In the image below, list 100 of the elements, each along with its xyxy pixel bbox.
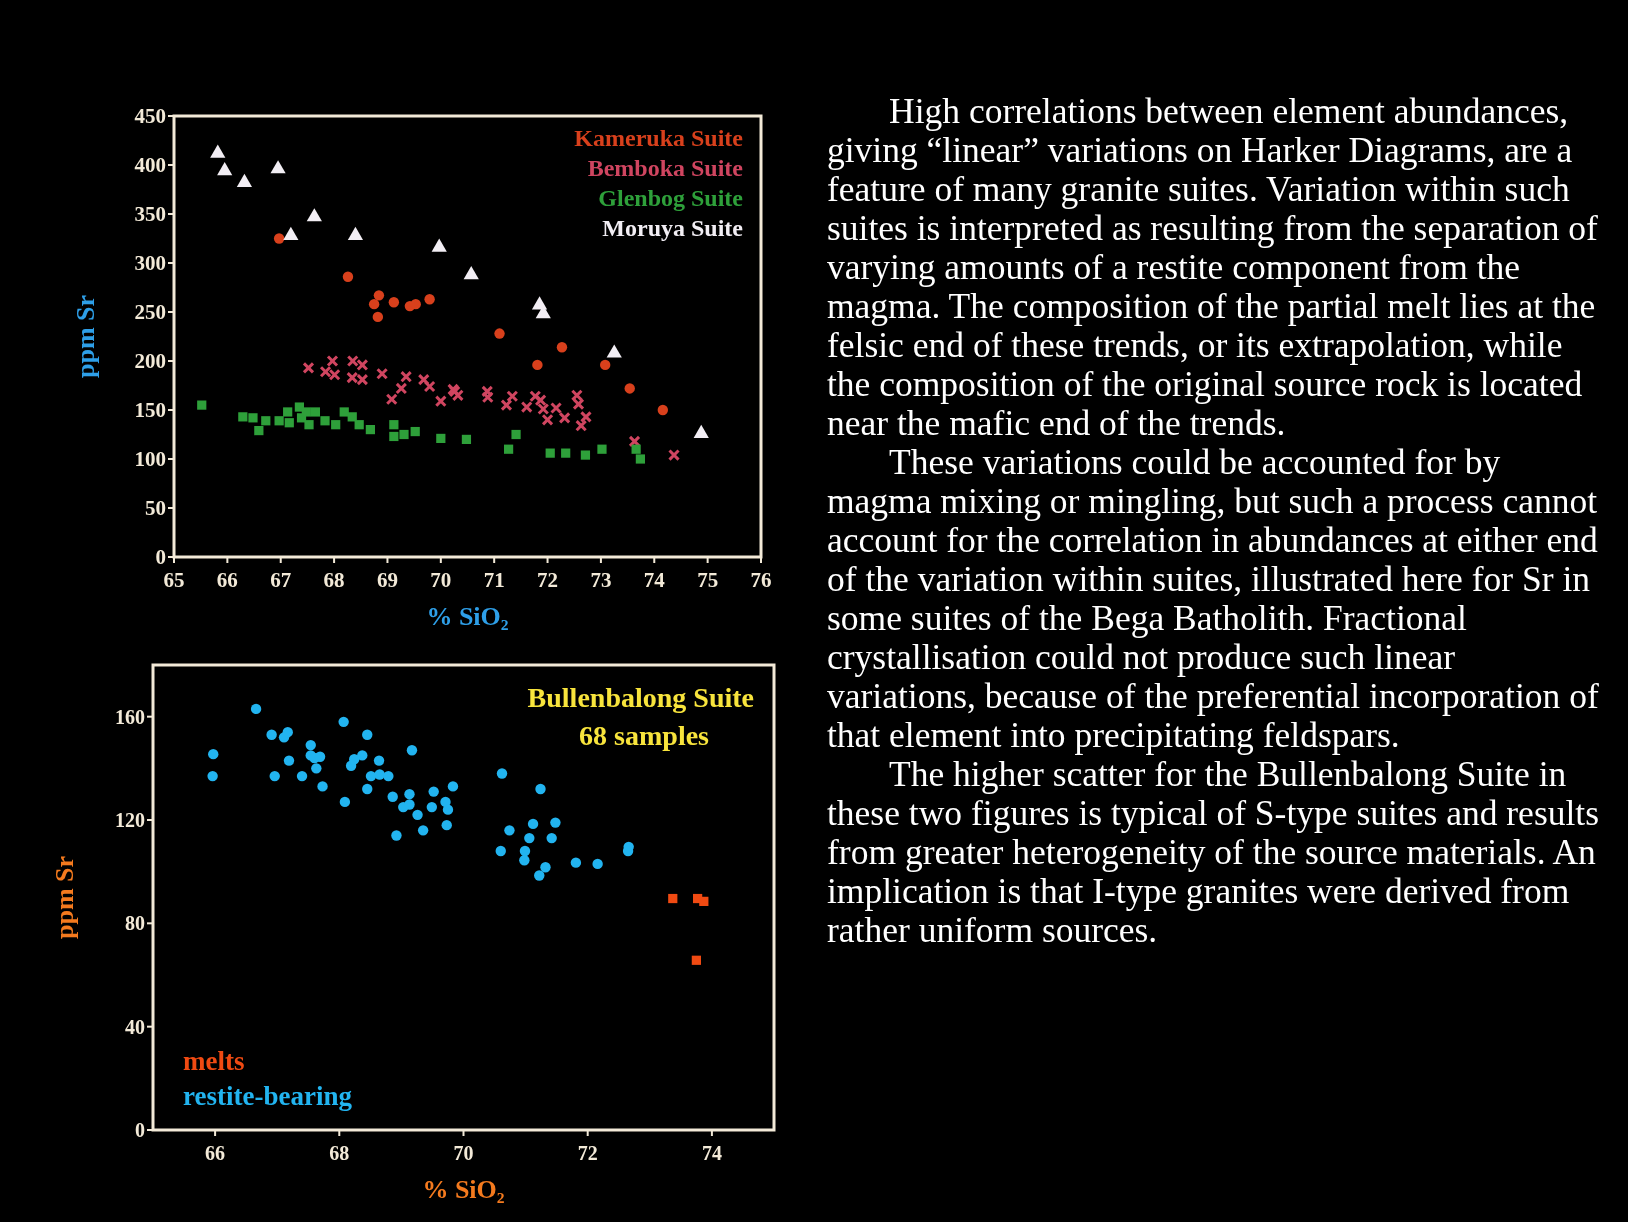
text: These variations could be accounted for by magma mixing or mingling, but such a process cannot account for the correlation in abundances at either end of the variation within suites, illustrated here for Sr in some suites of the Bega Batholith. Fractional crystallisation could not produce such linear variations, because of the preferential incorporation of that element into precipitating feldspars.: [827, 442, 1600, 755]
point: [400, 370, 413, 383]
point: [628, 435, 641, 448]
x-tick-label: 66: [205, 1142, 226, 1164]
point: [527, 818, 539, 830]
point: [570, 857, 582, 868]
point: [412, 809, 423, 821]
point: [506, 390, 519, 403]
x-tick-label: 76: [750, 568, 772, 592]
point: [541, 413, 554, 426]
point: [306, 208, 322, 222]
point: [304, 420, 314, 430]
point: [368, 298, 380, 310]
point: [519, 855, 530, 866]
point: [238, 412, 248, 422]
y-tick-label: 50: [145, 496, 166, 521]
point: [283, 407, 293, 417]
y-tick-label: 0: [135, 1119, 145, 1141]
y-tick-label: 400: [134, 153, 166, 178]
point: [217, 162, 233, 176]
point: [208, 748, 219, 760]
point: [534, 870, 545, 881]
point: [273, 233, 285, 244]
point: [599, 359, 611, 371]
x-tick-label: 75: [697, 568, 719, 592]
point: [326, 354, 339, 368]
point: [388, 297, 400, 308]
point: [357, 750, 368, 761]
point: [376, 367, 389, 380]
point: [606, 344, 622, 358]
point: [311, 763, 322, 774]
x-tick-label: 74: [701, 1142, 722, 1164]
point: [347, 226, 364, 240]
y-tick-label: 300: [134, 251, 166, 276]
x-tick-label: 74: [643, 568, 666, 592]
point: [579, 410, 592, 423]
point: [481, 391, 494, 404]
point: [349, 754, 360, 765]
point: [496, 768, 508, 779]
point: [283, 226, 299, 240]
point: [210, 144, 226, 158]
point: [535, 783, 546, 795]
x-tick-label: 71: [483, 568, 505, 592]
point: [362, 729, 373, 740]
point: [503, 444, 514, 454]
text: Kameruka Suite: [574, 125, 744, 151]
point: [365, 770, 377, 782]
point: [495, 845, 506, 857]
point: [580, 450, 591, 460]
point: [274, 416, 284, 426]
point: [481, 385, 494, 398]
point: [236, 173, 253, 188]
point: [575, 419, 588, 432]
point: [447, 781, 459, 792]
point: [519, 845, 531, 857]
x-tick-label: 70: [430, 568, 452, 592]
point: [442, 804, 454, 815]
point: [389, 420, 399, 430]
point: [347, 412, 357, 422]
point: [338, 716, 349, 728]
point: [691, 955, 701, 965]
point: [282, 726, 293, 738]
point: [461, 434, 472, 445]
text: melts: [183, 1046, 245, 1076]
point: [294, 402, 305, 412]
point: [339, 796, 351, 808]
point: [296, 770, 308, 782]
x-tick-label: 68: [329, 1142, 350, 1164]
point: [374, 769, 385, 780]
point: [283, 755, 295, 766]
point: [546, 832, 557, 844]
point: [417, 825, 429, 836]
x-tick-label: 67: [270, 568, 292, 592]
point: [354, 420, 364, 430]
point: [631, 444, 641, 454]
point: [417, 373, 430, 386]
text: Moruya Suite: [602, 215, 744, 241]
point: [540, 862, 551, 873]
point: [317, 781, 328, 792]
point: [406, 745, 418, 756]
y-axis-title: ppm Sr: [71, 294, 100, 379]
y-tick-label: 0: [155, 545, 166, 570]
point: [668, 449, 681, 462]
point: [310, 407, 321, 417]
point: [545, 448, 555, 458]
y-tick-label: 160: [115, 705, 145, 728]
point: [504, 825, 515, 836]
point: [373, 755, 385, 766]
x-tick-label: 65: [163, 568, 185, 592]
point: [434, 395, 447, 408]
point: [550, 817, 561, 828]
point: [410, 298, 421, 310]
point: [500, 399, 513, 412]
point: [197, 400, 207, 410]
text: High correlations between element abundances, giving “linear” variations on Harker Diagrams, are a feature of many granite suites. Variation within such suites is interpreted as resulting from the separation of varying amounts of a restite component from the magma. The composition of the partial melt lies at the felsic end of these trends, or its extrapolation, while the composition of the original source rock is located near the mafic end of the trends.: [827, 91, 1598, 443]
point: [365, 424, 375, 435]
point: [436, 433, 446, 444]
y-tick-label: 120: [115, 809, 145, 831]
point: [391, 830, 402, 841]
point: [556, 342, 568, 353]
